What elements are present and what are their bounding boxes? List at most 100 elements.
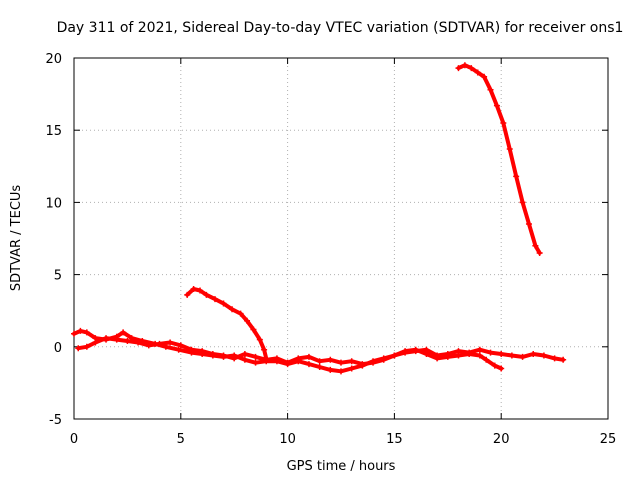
data-point — [423, 346, 430, 353]
data-point — [461, 62, 468, 69]
data-point — [391, 352, 398, 359]
data-point — [506, 145, 513, 152]
data-point — [316, 364, 323, 371]
data-point — [519, 353, 526, 360]
data-point — [481, 73, 488, 80]
x-tick-label: 25 — [600, 432, 617, 447]
data-point — [434, 352, 441, 359]
data-point — [244, 317, 251, 324]
data-point — [305, 353, 312, 360]
data-point — [295, 355, 302, 362]
data-point — [124, 338, 131, 345]
data-point — [83, 343, 90, 350]
data-point — [199, 348, 206, 355]
data-point — [474, 69, 481, 76]
data-point — [92, 339, 99, 346]
data-point — [498, 365, 505, 372]
data-point — [190, 286, 197, 293]
x-tick-label: 15 — [386, 432, 403, 447]
data-point — [327, 356, 334, 363]
data-point — [359, 361, 366, 368]
data-point — [237, 310, 244, 317]
data-point — [261, 346, 268, 353]
data-point — [75, 345, 82, 352]
y-tick-label: 10 — [45, 196, 62, 211]
data-point — [468, 65, 475, 72]
data-point — [256, 336, 263, 343]
data-point — [184, 291, 191, 298]
data-point — [284, 359, 291, 366]
data-point — [209, 351, 216, 358]
data-point — [203, 291, 210, 298]
data-point — [540, 352, 547, 359]
plot-frame — [73, 57, 609, 420]
y-tick-label: 0 — [54, 341, 62, 356]
data-point — [560, 356, 567, 363]
data-point — [455, 65, 462, 72]
data-point — [316, 358, 323, 365]
data-point — [455, 348, 462, 355]
data-point — [220, 300, 227, 307]
series-track-3 — [184, 286, 270, 362]
x-tick-label: 5 — [177, 432, 185, 447]
data-point — [241, 356, 248, 363]
data-point — [491, 362, 498, 369]
data-point — [71, 330, 77, 337]
data-point — [487, 86, 494, 93]
data-point — [273, 355, 280, 362]
data-point — [252, 353, 259, 360]
data-point — [483, 356, 490, 363]
data-point — [305, 361, 312, 368]
data-point — [348, 365, 355, 372]
x-axis-label: GPS time / hours — [287, 459, 396, 474]
data-point — [120, 329, 127, 336]
data-point — [536, 249, 543, 256]
data-point — [338, 368, 344, 375]
data-point — [498, 351, 505, 358]
data-point — [113, 336, 120, 343]
y-axis-label: SDTVAR / TECUs — [9, 185, 24, 292]
y-tick-label: 15 — [45, 124, 62, 139]
series-track-2 — [75, 335, 567, 368]
y-axis-ticks: -5 0 5 10 15 20 — [45, 52, 608, 428]
data-point — [402, 349, 409, 356]
data-point — [519, 199, 526, 206]
data-point — [250, 326, 257, 333]
data-point — [532, 242, 539, 249]
data-point — [493, 102, 500, 109]
data-point — [145, 342, 152, 349]
data-point — [83, 329, 90, 336]
data-point — [220, 352, 227, 359]
data-point — [370, 359, 377, 366]
data-point — [348, 358, 355, 365]
data-point — [197, 287, 204, 294]
data-point — [327, 366, 334, 373]
chart-title: Day 311 of 2021, Sidereal Day-to-day VTE… — [57, 20, 624, 36]
data-point — [175, 346, 182, 353]
data-point — [412, 348, 419, 355]
data-point — [508, 352, 515, 359]
data-point — [252, 359, 259, 366]
data-point — [211, 296, 218, 303]
x-tick-label: 20 — [493, 432, 510, 447]
data-point — [167, 339, 174, 346]
data-series — [71, 62, 567, 375]
data-point — [466, 349, 473, 356]
data-point — [338, 359, 344, 366]
data-point — [500, 119, 507, 126]
series-line — [185, 287, 269, 361]
x-tick-label: 10 — [279, 432, 296, 447]
data-point — [188, 346, 195, 353]
data-point — [263, 355, 270, 362]
data-point — [487, 349, 494, 356]
data-point — [444, 351, 451, 358]
data-point — [231, 355, 238, 362]
y-tick-label: 20 — [45, 52, 62, 67]
data-point — [513, 173, 520, 180]
data-point — [476, 352, 483, 359]
y-tick-label: 5 — [54, 269, 62, 284]
data-point — [476, 346, 483, 353]
data-point — [530, 351, 537, 358]
data-point — [156, 340, 163, 347]
